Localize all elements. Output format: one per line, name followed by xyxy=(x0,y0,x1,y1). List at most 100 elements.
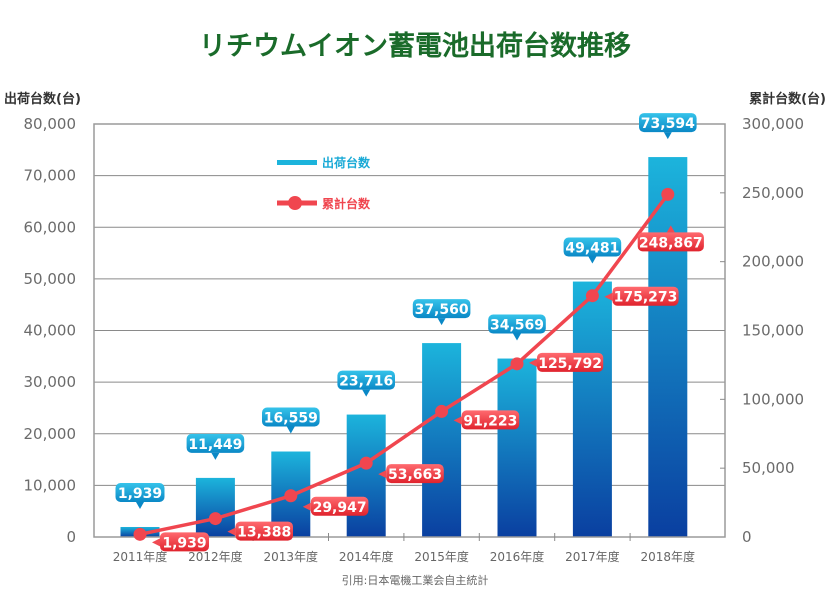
line-label-text: 1,939 xyxy=(162,535,206,551)
bar-data-label: 11,449 xyxy=(186,433,245,460)
right-tick-label: 150,000 xyxy=(742,322,804,340)
x-tick-label: 2017年度 xyxy=(565,549,620,564)
left-tick-label: 10,000 xyxy=(24,476,77,494)
legend-bar-label: 出荷台数 xyxy=(322,155,371,170)
bar xyxy=(346,414,386,537)
bar-label-pointer xyxy=(136,501,144,509)
legend: 出荷台数 累計台数 xyxy=(277,155,371,211)
line-marker xyxy=(510,357,524,371)
bar-label-text: 16,559 xyxy=(264,411,318,427)
left-tick-label: 0 xyxy=(66,528,76,546)
bar xyxy=(572,281,612,537)
bar-label-pointer xyxy=(588,256,597,264)
left-tick-label: 40,000 xyxy=(24,322,77,340)
legend-line-label: 累計台数 xyxy=(322,196,371,211)
line-marker xyxy=(661,187,675,201)
right-tick-label: 0 xyxy=(742,528,752,546)
right-axis-title: 累計台数(台) xyxy=(749,91,826,107)
line-label-pointer xyxy=(378,470,387,479)
left-tick-label: 70,000 xyxy=(24,167,77,185)
bar xyxy=(195,477,235,537)
bar-label-bubble xyxy=(488,314,546,334)
right-axis-ticks: 0 50,000 100,000 150,000 200,000 250,000 300,0… xyxy=(720,115,804,546)
line-data-labels: 1,939 13,388 29,947 53,663 91,223 125,792 175,… xyxy=(152,225,704,552)
line-path xyxy=(139,193,670,537)
x-tick-label: 2012年度 xyxy=(188,549,243,564)
left-axis-ticks: 0 10,000 20,000 30,000 40,000 50,000 60,000 70,… xyxy=(24,115,77,546)
bar xyxy=(648,157,688,537)
line-label-pointer xyxy=(666,225,675,233)
left-tick-label: 20,000 xyxy=(24,425,77,443)
left-tick-label: 60,000 xyxy=(24,218,77,236)
right-tick-label: 100,000 xyxy=(742,390,804,408)
bar-data-labels: 1,939 11,449 16,559 23,716 37,560 34,569 49,48… xyxy=(115,113,697,509)
bar-data-label: 37,560 xyxy=(412,299,471,326)
bar-label-text: 49,481 xyxy=(565,241,619,257)
line-label-bubble xyxy=(235,521,293,541)
line-label-bubble xyxy=(386,464,444,484)
bar-data-label: 73,594 xyxy=(639,113,697,140)
line-label-bubble xyxy=(461,410,520,430)
line-label-bubble xyxy=(537,352,604,372)
line-data-label: 125,792 xyxy=(529,352,604,372)
source-note: 引用:日本電機工業会自主統計 xyxy=(342,573,489,587)
line-marker xyxy=(435,404,449,418)
x-tick-label: 2015年度 xyxy=(414,549,469,564)
bar-label-bubble xyxy=(262,407,320,427)
chart-title: リチウムイオン蓄電池出荷台数推移 xyxy=(199,30,631,62)
line-data-label: 248,867 xyxy=(637,225,704,252)
line-label-pointer xyxy=(529,358,537,367)
line-label-pointer xyxy=(152,538,160,547)
line-label-text: 175,273 xyxy=(614,290,678,306)
x-tick-label: 2011年度 xyxy=(113,549,168,564)
line-label-text: 53,663 xyxy=(388,467,442,483)
line-label-bubble xyxy=(612,286,679,306)
left-tick-label: 50,000 xyxy=(24,270,77,288)
line-data-label: 29,947 xyxy=(302,496,369,516)
right-tick-label: 200,000 xyxy=(742,253,804,271)
gridlines xyxy=(94,175,725,486)
bar-label-bubble xyxy=(639,113,697,133)
bar xyxy=(497,358,537,537)
bar-label-text: 23,716 xyxy=(339,374,393,390)
bar-label-pointer xyxy=(286,426,295,434)
line-label-bubble xyxy=(310,496,369,516)
line-data-label: 91,223 xyxy=(453,410,520,430)
line-marker xyxy=(133,527,147,541)
line-label-bubble xyxy=(637,232,704,252)
x-tick-label: 2013年度 xyxy=(264,549,319,564)
line-label-pointer xyxy=(604,292,613,301)
line-label-text: 13,388 xyxy=(237,525,291,541)
right-tick-label: 50,000 xyxy=(742,459,795,477)
bar xyxy=(422,343,462,537)
bar-label-pointer xyxy=(362,389,371,397)
bar-label-bubble xyxy=(115,482,165,502)
line-marker xyxy=(208,512,222,526)
line-data-label: 1,939 xyxy=(152,532,209,552)
bar-label-bubble xyxy=(186,433,245,453)
x-tick-label: 2016年度 xyxy=(490,549,545,564)
left-tick-label: 80,000 xyxy=(24,115,77,133)
line-label-pointer xyxy=(227,527,236,536)
bar-data-label: 1,939 xyxy=(115,482,165,509)
line-marker xyxy=(359,456,373,470)
line-marker xyxy=(585,289,599,303)
bar-data-label: 34,569 xyxy=(488,314,546,341)
line-data-label: 13,388 xyxy=(227,521,293,541)
bar-label-text: 73,594 xyxy=(641,116,695,132)
line-label-text: 125,792 xyxy=(538,356,602,372)
bar-data-label: 23,716 xyxy=(337,370,395,397)
legend-bar-swatch xyxy=(277,160,317,165)
line-label-text: 29,947 xyxy=(313,500,367,516)
line-label-text: 248,867 xyxy=(639,235,703,251)
bar-label-text: 37,560 xyxy=(415,302,469,318)
bar-label-pointer xyxy=(437,318,446,326)
x-axis-ticks: 2011年度 2012年度 2013年度 2014年度 2015年度 2016年度 2017… xyxy=(113,533,695,564)
line-data-label: 175,273 xyxy=(604,286,679,306)
line-data-label: 53,663 xyxy=(378,464,444,484)
right-tick-label: 300,000 xyxy=(742,115,804,133)
line-marker xyxy=(284,489,298,503)
bar-label-bubble xyxy=(563,237,622,257)
line-label-pointer xyxy=(453,416,462,425)
